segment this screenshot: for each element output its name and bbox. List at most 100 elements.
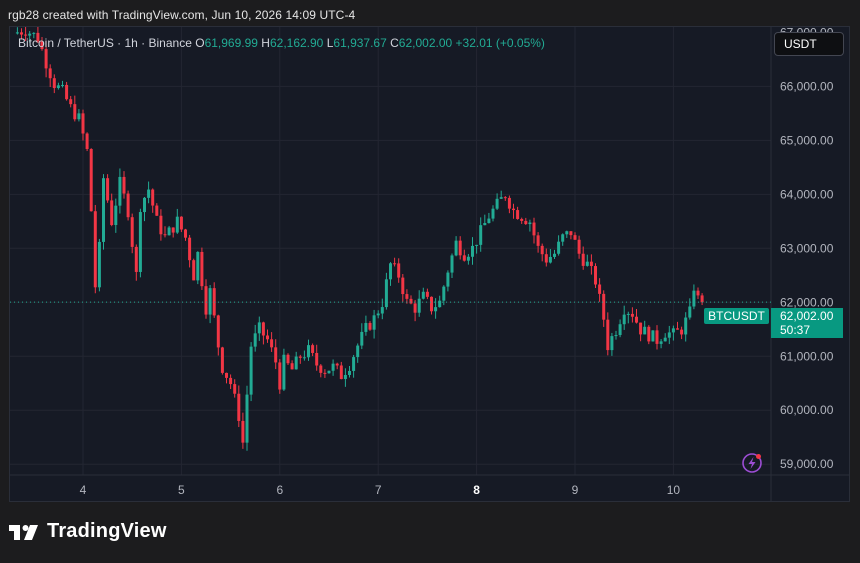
candle-body [499, 197, 503, 199]
candle-body [65, 84, 69, 100]
legend-symbol: Bitcoin / TetherUS · 1h · Binance [18, 36, 192, 50]
x-tick-label: 6 [276, 483, 283, 497]
candle-body [163, 234, 167, 236]
last-price-value: 62,002.00 [780, 309, 834, 323]
candle-body [475, 244, 479, 246]
candle-body [553, 253, 556, 257]
currency-unit-button[interactable]: USDT [774, 32, 844, 56]
candle-body [561, 234, 565, 242]
candle-body [114, 205, 118, 226]
candle-body [589, 261, 593, 267]
candle-body [32, 32, 36, 34]
candle-body [585, 261, 589, 266]
candle-body [659, 341, 663, 344]
candle-body [606, 319, 610, 351]
tradingview-wordmark: TradingView [47, 520, 167, 542]
candle-body [270, 339, 274, 348]
candle-body [667, 332, 671, 338]
candle-body [290, 363, 294, 370]
candle-body [393, 263, 397, 265]
candle-body [343, 374, 347, 380]
candle-body [175, 216, 179, 233]
candle-body [28, 33, 32, 36]
candle-body [188, 237, 192, 261]
candle-body [671, 328, 675, 333]
candle-body [110, 200, 114, 226]
candle-body [565, 231, 569, 235]
candle-body [52, 78, 56, 89]
candle-body [356, 345, 360, 358]
candle-body [417, 298, 421, 313]
candle-body [389, 263, 392, 280]
candle-body [93, 211, 97, 288]
candle-body [253, 333, 257, 347]
candle-body [323, 372, 327, 374]
candle-body [143, 197, 146, 213]
candle-body [220, 347, 224, 373]
x-tick-label: 7 [375, 483, 382, 497]
symbol-legend: Bitcoin / TetherUS · 1h · Binance O61,96… [18, 36, 545, 50]
candle-body [40, 41, 44, 50]
candle-body [192, 260, 196, 281]
candle-body [147, 189, 151, 198]
candle-body [36, 32, 40, 42]
candle-body [261, 322, 265, 336]
y-tick-label: 64,000.00 [780, 187, 834, 201]
candle-body [311, 345, 315, 353]
candle-body [245, 394, 249, 443]
candle-body [466, 256, 470, 261]
candle-body [602, 293, 606, 320]
candle-body [20, 32, 23, 35]
candle-body [15, 32, 19, 34]
candle-body [516, 210, 520, 219]
candle-body [483, 223, 487, 226]
candle-body [102, 178, 105, 242]
bar-countdown: 50:37 [780, 323, 811, 337]
y-tick-label: 62,000.00 [780, 295, 834, 309]
candle-body [331, 363, 335, 371]
price-chart[interactable]: 59,000.00 60,000.00 61,000.00 62,000.00 63,0… [10, 27, 849, 501]
candle-body [413, 303, 417, 313]
candle-body [442, 286, 446, 301]
candle-body [684, 317, 688, 335]
candle-body [573, 235, 577, 240]
candle-body [380, 307, 384, 314]
candle-body [200, 251, 204, 287]
chart-caption: rgb28 created with TradingView.com, Jun … [8, 8, 356, 22]
candle-body [569, 231, 573, 236]
candle-body [56, 85, 60, 89]
lightning-icon [742, 453, 762, 473]
candle-body [680, 329, 684, 335]
candle-body [495, 198, 499, 209]
candle-body [434, 307, 438, 312]
candle-body [159, 215, 163, 235]
candle-body [196, 251, 200, 281]
candle-body [651, 330, 655, 342]
candle-body [520, 218, 524, 221]
candle-body [151, 189, 155, 206]
candle-body [302, 357, 306, 359]
candle-body [233, 384, 237, 394]
y-tick-label: 63,000.00 [780, 241, 834, 255]
candle-body [282, 354, 286, 390]
candle-body [364, 323, 368, 332]
candle-body [237, 393, 241, 421]
candle-body [249, 346, 253, 395]
candle-body [335, 363, 339, 366]
candle-body [430, 296, 433, 312]
candle-body [503, 197, 507, 199]
legend-low-value: 61,937.67 [333, 36, 387, 50]
candle-body [134, 246, 138, 272]
candle-body [487, 218, 491, 224]
y-tick-label: 65,000.00 [780, 133, 834, 147]
candle-body [630, 313, 634, 317]
candle-body [307, 345, 310, 358]
candle-body [298, 356, 302, 358]
chart-panel[interactable]: 59,000.00 60,000.00 61,000.00 62,000.00 63,0… [9, 26, 850, 502]
candle-body [315, 352, 319, 366]
candle-body [479, 225, 483, 245]
candle-body [69, 99, 73, 105]
candle-body [348, 370, 351, 375]
candle-body [577, 239, 581, 254]
candle-body [692, 290, 696, 307]
